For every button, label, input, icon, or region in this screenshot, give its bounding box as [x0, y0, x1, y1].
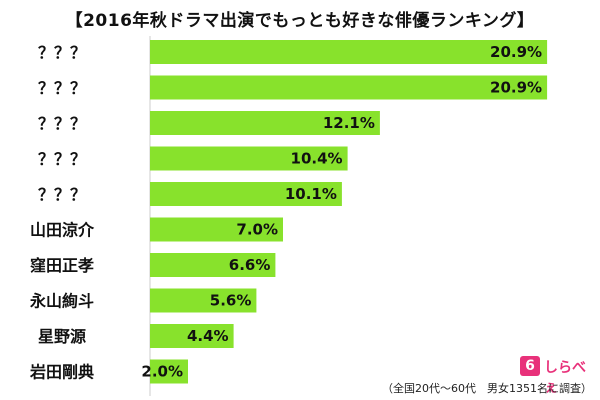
bar	[150, 217, 283, 242]
value-label: 20.9%	[490, 79, 542, 97]
category-label: ？？？	[38, 79, 86, 98]
shirabee-logo: 6 しらべぇ	[520, 356, 596, 396]
bar	[150, 288, 257, 313]
survey-footnote: （全国20代～60代 男女1351名に調査）	[382, 382, 592, 395]
chart-title: 【2016年秋ドラマ出演でもっとも好きな俳優ランキング】	[65, 11, 535, 31]
bars-group: ？？？ 20.9% ？？？ 20.9% ？？？ 12.1% ？？？ 10.4% ？？？ 10.1%…	[29, 40, 548, 384]
logo-text: しらべぇ	[544, 360, 586, 396]
category-label: 永山絢斗	[29, 292, 94, 311]
value-label: 7.0%	[236, 221, 278, 239]
logo-badge-icon: 6	[520, 356, 540, 376]
value-label: 20.9%	[490, 43, 542, 61]
value-label: 5.6%	[210, 292, 252, 310]
category-label: ？？？	[38, 185, 86, 204]
bar	[150, 359, 188, 384]
category-label: ？？？	[38, 114, 86, 133]
category-label: 山田涼介	[30, 221, 95, 240]
bar	[150, 111, 380, 135]
value-label: 2.0%	[141, 363, 183, 381]
category-label: ？？？	[38, 43, 86, 62]
category-label: 岩田剛典	[29, 363, 94, 382]
bar	[150, 40, 548, 64]
bar	[150, 182, 342, 206]
value-label: 6.6%	[229, 256, 271, 274]
value-label: 10.4%	[291, 150, 343, 168]
bar	[150, 324, 234, 348]
value-label: 10.1%	[285, 185, 337, 203]
category-label: 星野源	[38, 327, 86, 346]
category-label: ？？？	[38, 150, 86, 169]
value-label: 12.1%	[323, 114, 375, 132]
bar	[150, 146, 348, 171]
bar	[150, 75, 548, 100]
value-label: 4.4%	[187, 327, 229, 345]
category-label: 窪田正孝	[30, 256, 94, 275]
bar	[150, 253, 276, 277]
